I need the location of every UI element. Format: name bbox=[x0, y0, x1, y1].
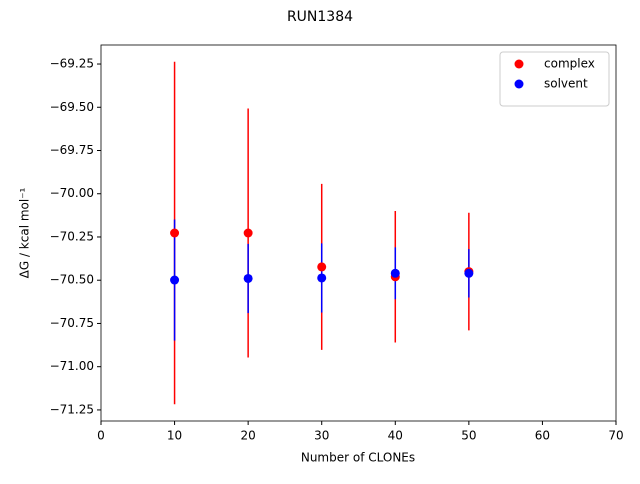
legend-label: complex bbox=[544, 57, 595, 71]
x-tick-label: 20 bbox=[241, 429, 256, 443]
point bbox=[170, 275, 180, 285]
y-tick-label: −70.00 bbox=[50, 186, 94, 200]
x-tick-label: 40 bbox=[388, 429, 403, 443]
x-tick-label: 30 bbox=[314, 429, 329, 443]
y-tick-label: −70.75 bbox=[50, 316, 94, 330]
y-axis-label: ΔG / kcal mol⁻¹ bbox=[18, 187, 32, 278]
y-tick-label: −69.25 bbox=[50, 57, 94, 71]
chart-title: RUN1384 bbox=[287, 9, 353, 25]
y-tick-label: −71.25 bbox=[50, 402, 94, 416]
y-tick-label: −70.50 bbox=[50, 273, 94, 287]
plot-frame bbox=[100, 44, 617, 422]
legend-marker bbox=[514, 59, 524, 69]
x-tick-label: 60 bbox=[535, 429, 550, 443]
point bbox=[243, 273, 253, 283]
legend-marker bbox=[514, 79, 524, 89]
x-tick-label: 0 bbox=[97, 429, 105, 443]
x-tick-label: 50 bbox=[461, 429, 476, 443]
legend-box bbox=[499, 51, 610, 107]
x-axis-label: Number of CLONEs bbox=[301, 451, 415, 465]
y-tick-label: −69.50 bbox=[50, 100, 94, 114]
point bbox=[464, 268, 474, 278]
point bbox=[390, 268, 400, 278]
y-tick-label: −69.75 bbox=[50, 143, 94, 157]
x-tick-label: 70 bbox=[608, 429, 623, 443]
x-tick-label: 10 bbox=[167, 429, 182, 443]
point bbox=[317, 262, 327, 272]
y-tick-label: −71.00 bbox=[50, 359, 94, 373]
point bbox=[243, 228, 253, 238]
legend-label: solvent bbox=[544, 77, 588, 91]
point bbox=[317, 273, 327, 283]
point bbox=[170, 228, 180, 238]
y-tick-label: −70.25 bbox=[50, 229, 94, 243]
